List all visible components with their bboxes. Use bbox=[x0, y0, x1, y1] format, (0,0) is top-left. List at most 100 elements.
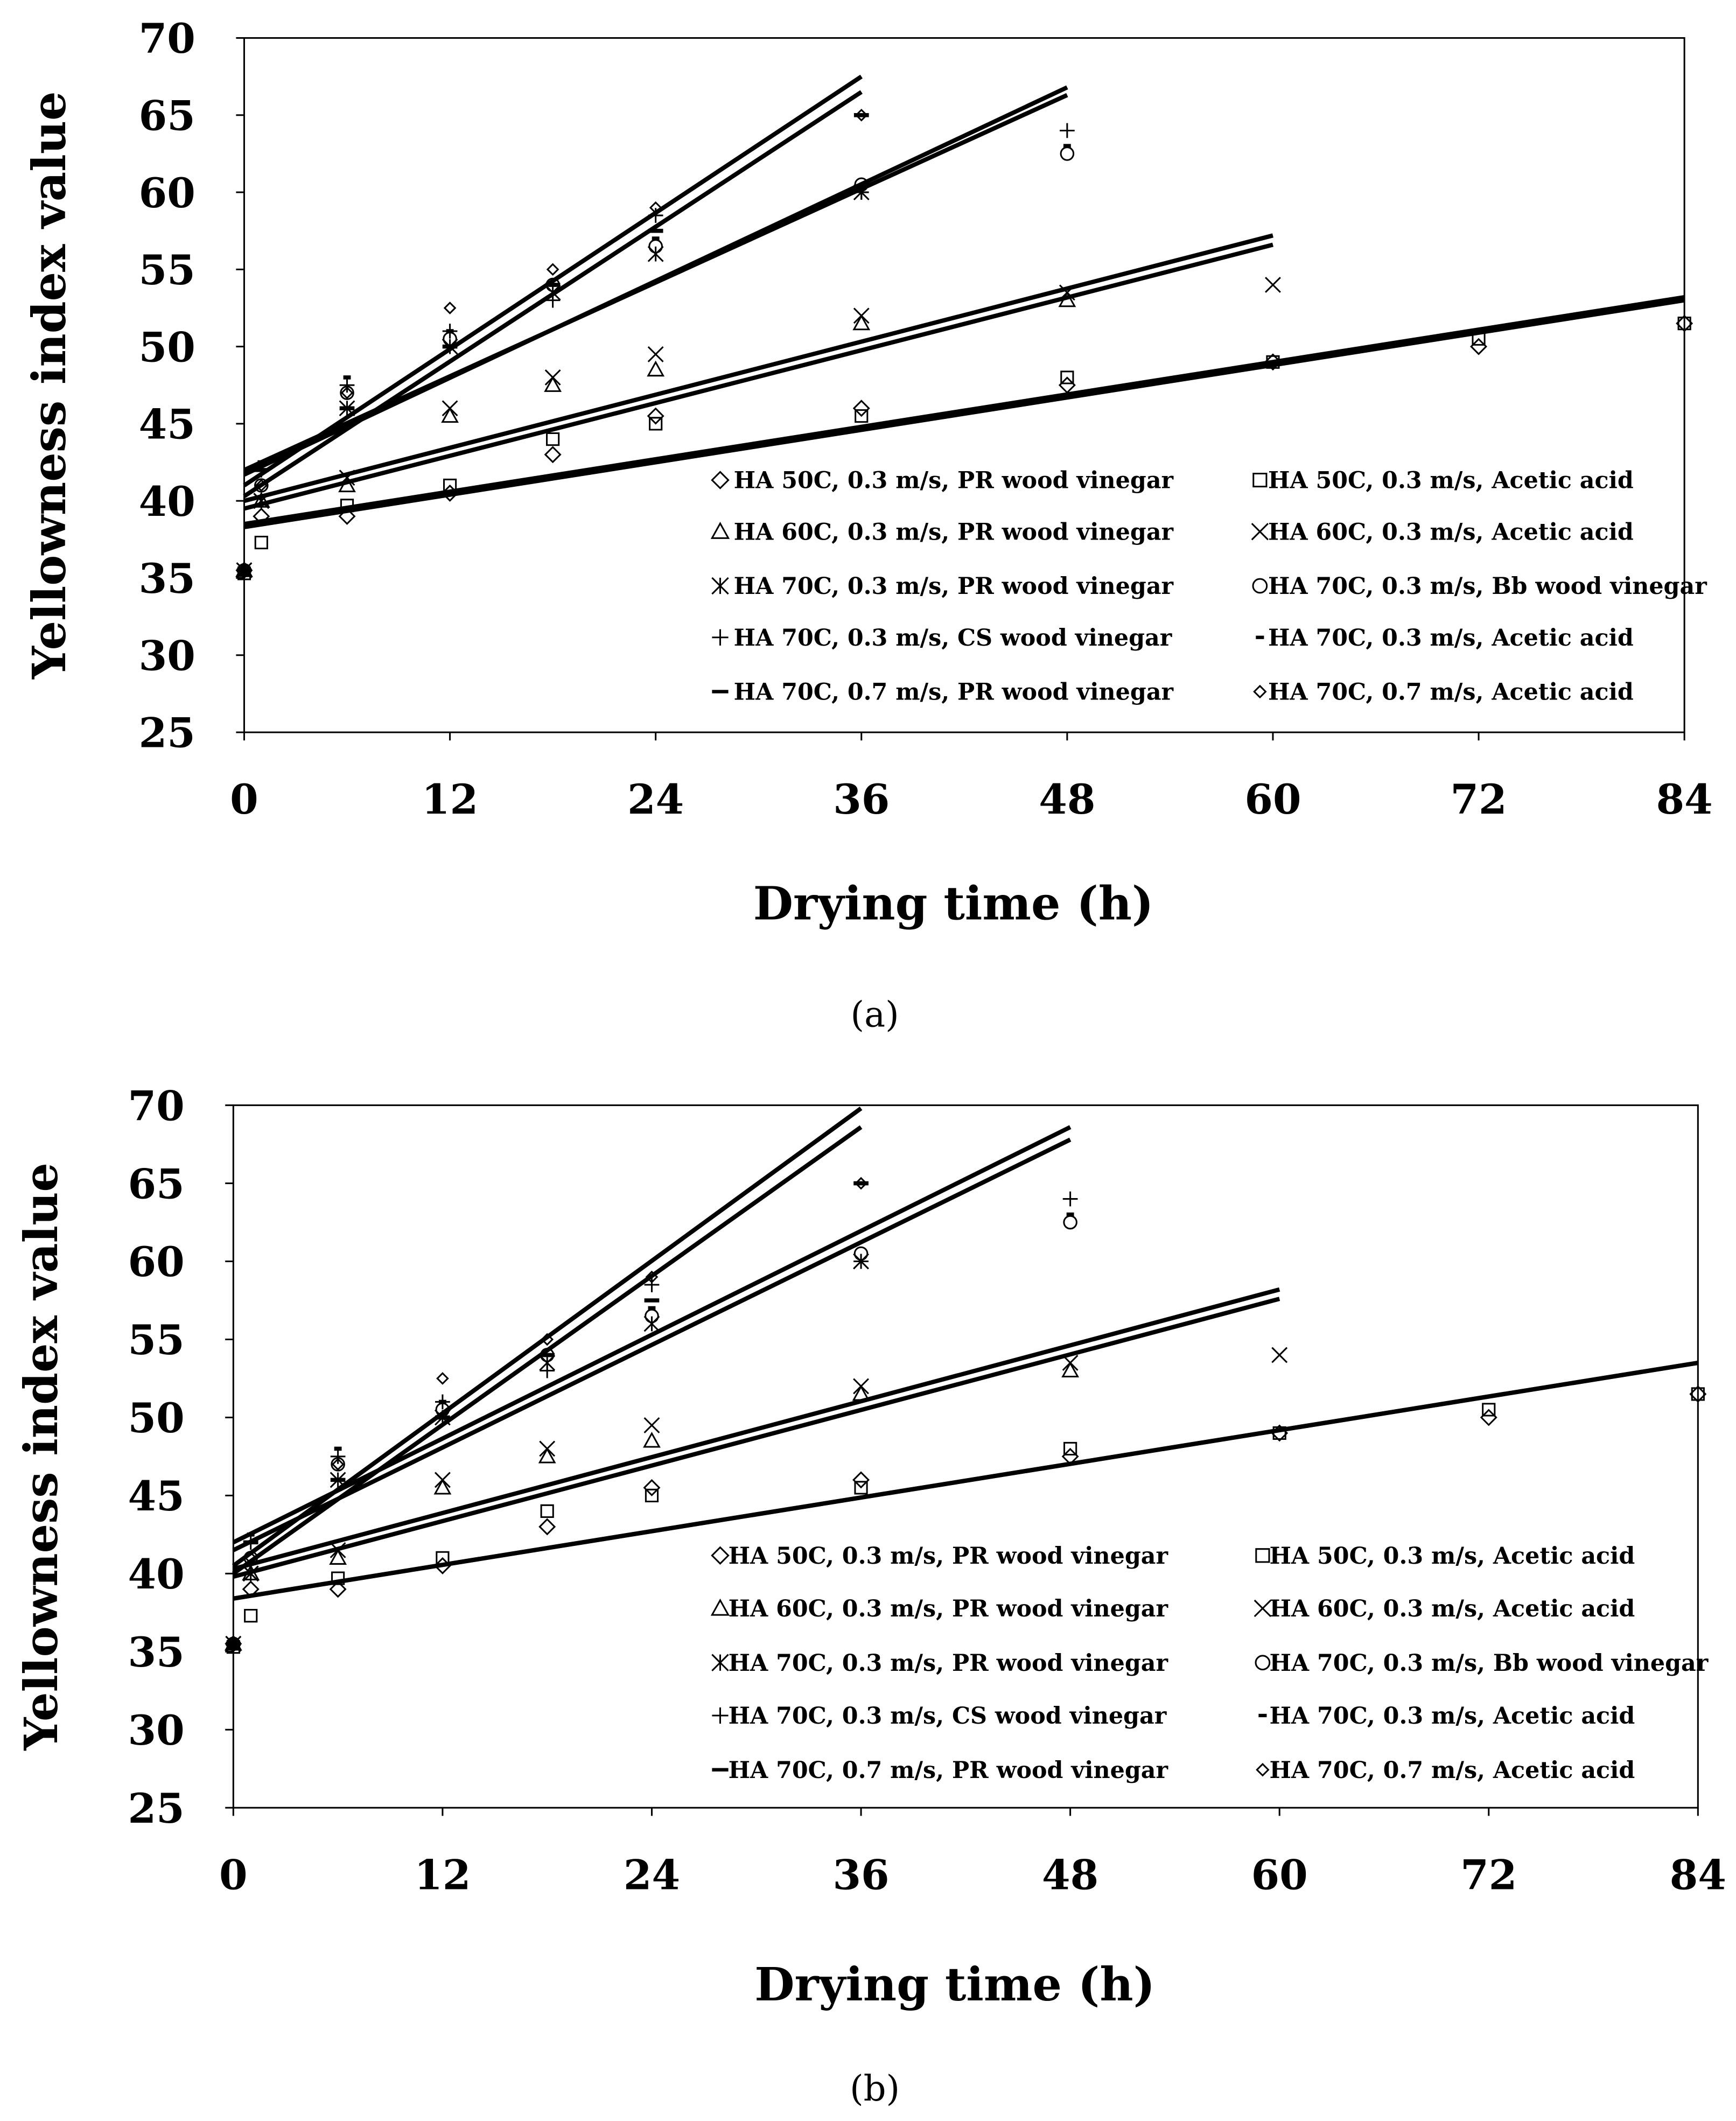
x-tick-label: 84 bbox=[1656, 775, 1713, 823]
legend-entry: HA 70C, 0.7 m/s, PR wood vinegar bbox=[729, 1757, 1168, 1784]
legend-marker-square-icon bbox=[1255, 1548, 1270, 1563]
x-tick-label: 24 bbox=[624, 1851, 680, 1899]
data-point-square bbox=[1677, 317, 1691, 331]
data-point-square bbox=[540, 1504, 554, 1518]
legend-entry: HA 70C, 0.3 m/s, Acetic acid bbox=[1268, 625, 1634, 652]
y-axis-label: Yellowness index value bbox=[23, 92, 76, 680]
y-tick-label: 35 bbox=[139, 555, 195, 603]
x-tick-label: 36 bbox=[832, 1851, 889, 1899]
data-point-triangle bbox=[1058, 291, 1076, 307]
legend-entry: HA 70C, 0.7 m/s, PR wood vinegar bbox=[734, 679, 1174, 706]
data-point-x bbox=[544, 369, 561, 386]
data-point-plus bbox=[644, 1277, 660, 1292]
trendline-x bbox=[233, 1287, 1280, 1571]
chart-panel-a: 25 30 35 40 45 50 55 60 65 70 0 12 24 36 48 60 72 84 Yello… bbox=[23, 15, 1713, 1035]
trendline-square bbox=[233, 1360, 1698, 1601]
data-point-triangle bbox=[647, 360, 665, 377]
trendline-dash bbox=[232, 1107, 863, 1568]
y-tick-label: 25 bbox=[139, 709, 195, 757]
data-point-circle bbox=[1060, 146, 1075, 161]
legend-entry: HA 70C, 0.3 m/s, Acetic acid bbox=[1269, 1703, 1635, 1730]
data-point-square bbox=[1472, 332, 1486, 346]
legend-entry: HA 50C, 0.3 m/s, Acetic acid bbox=[1269, 1543, 1635, 1570]
data-point-x bbox=[442, 400, 458, 417]
data-point-diamond bbox=[1689, 1385, 1707, 1403]
legend-entry: HA 60C, 0.3 m/s, PR wood vinegar bbox=[729, 1595, 1168, 1622]
legend-entry: HA 60C, 0.3 m/s, Acetic acid bbox=[1269, 1595, 1635, 1622]
x-tick-label: 0 bbox=[219, 1851, 248, 1899]
x-tick-label: 12 bbox=[422, 775, 478, 823]
legend-entry: HA 70C, 0.3 m/s, CS wood vinegar bbox=[734, 625, 1172, 652]
y-tick-label: 55 bbox=[139, 246, 195, 294]
data-point-small-diamond bbox=[237, 564, 251, 577]
data-point-square bbox=[546, 432, 560, 446]
data-point-square bbox=[443, 478, 457, 493]
data-point-square bbox=[1482, 1403, 1496, 1417]
data-point-diamond bbox=[242, 1580, 260, 1598]
data-point-x bbox=[1059, 284, 1075, 301]
data-point-plus bbox=[648, 208, 663, 223]
legend-marker-circle-icon bbox=[1252, 578, 1268, 594]
data-point-asterisk bbox=[253, 493, 270, 509]
data-point-x bbox=[853, 1378, 869, 1395]
data-point-diamond bbox=[852, 400, 870, 417]
data-point-plus bbox=[1060, 123, 1075, 138]
x-tick-label: 84 bbox=[1670, 1851, 1726, 1899]
y-axis-label: Yellowness index value bbox=[15, 1163, 68, 1751]
y-tick-label: 70 bbox=[139, 15, 195, 62]
data-point-triangle bbox=[852, 314, 871, 331]
legend-entry: HA 70C, 0.3 m/s, PR wood vinegar bbox=[729, 1650, 1168, 1677]
trendline-square bbox=[243, 295, 1685, 527]
legend-entry: HA 70C, 0.7 m/s, Acetic acid bbox=[1269, 1757, 1635, 1784]
y-tick-label: 55 bbox=[128, 1316, 185, 1364]
legend-entry: HA 70C, 0.3 m/s, Bb wood vinegar bbox=[1269, 1650, 1708, 1677]
legend-entry: HA 50C, 0.3 m/s, PR wood vinegar bbox=[729, 1543, 1168, 1570]
legend-marker-x-icon bbox=[1251, 523, 1269, 541]
data-point-small-diamond bbox=[443, 302, 457, 314]
y-tick-label: 60 bbox=[128, 1238, 185, 1286]
legend-marker-small-diamond-icon bbox=[1253, 684, 1267, 699]
data-point-square bbox=[340, 499, 354, 513]
data-point-small-diamond bbox=[331, 1458, 345, 1471]
data-point-square bbox=[1266, 355, 1280, 369]
data-point-square bbox=[645, 1488, 659, 1502]
y-tick-label: 30 bbox=[139, 632, 195, 680]
data-point-square bbox=[1063, 1441, 1077, 1456]
legend-marker-asterisk-icon bbox=[711, 1654, 729, 1671]
data-point-small-diamond bbox=[855, 108, 868, 122]
legend-entry: HA 70C, 0.3 m/s, Bb wood vinegar bbox=[1268, 573, 1707, 600]
legend-entry: HA 50C, 0.3 m/s, PR wood vinegar bbox=[734, 467, 1174, 494]
legend-entry: HA 70C, 0.7 m/s, Acetic acid bbox=[1268, 679, 1634, 706]
plot-area-frame bbox=[232, 1104, 1699, 1809]
data-point-square bbox=[244, 1609, 258, 1623]
x-tick-label: 48 bbox=[1039, 775, 1095, 823]
data-point-diamond bbox=[544, 446, 562, 464]
y-tick-label: 35 bbox=[128, 1628, 185, 1676]
trendline-x bbox=[243, 233, 1273, 503]
trendline-asterisk bbox=[232, 1137, 1072, 1552]
legend-entry: HA 70C, 0.3 m/s, PR wood vinegar bbox=[734, 573, 1174, 600]
data-point-triangle bbox=[441, 407, 459, 423]
y-tick-label: 45 bbox=[128, 1472, 185, 1520]
data-point-circle bbox=[853, 1246, 869, 1261]
data-point-plus bbox=[853, 185, 869, 200]
data-point-triangle bbox=[433, 1478, 452, 1495]
data-point-diamond bbox=[643, 1479, 661, 1496]
x-axis-label: Drying time (h) bbox=[753, 877, 1154, 931]
y-tick-label: 40 bbox=[128, 1550, 185, 1598]
y-tick-label: 50 bbox=[139, 323, 195, 371]
data-point-square bbox=[436, 1551, 450, 1565]
data-point-square bbox=[254, 535, 268, 550]
data-point-small-diamond bbox=[255, 479, 268, 492]
legend-marker-diamond-icon bbox=[711, 1546, 730, 1565]
data-point-square bbox=[1272, 1426, 1286, 1440]
legend-marker-triangle-icon bbox=[710, 1598, 730, 1616]
data-point-circle bbox=[648, 239, 663, 254]
data-point-x bbox=[647, 346, 664, 362]
x-tick-label: 60 bbox=[1244, 775, 1301, 823]
data-point-diamond bbox=[253, 507, 270, 525]
trendline-dash bbox=[243, 74, 863, 487]
data-point-circle bbox=[435, 1402, 450, 1417]
data-point-triangle bbox=[329, 1549, 347, 1565]
data-point-square bbox=[649, 417, 663, 431]
